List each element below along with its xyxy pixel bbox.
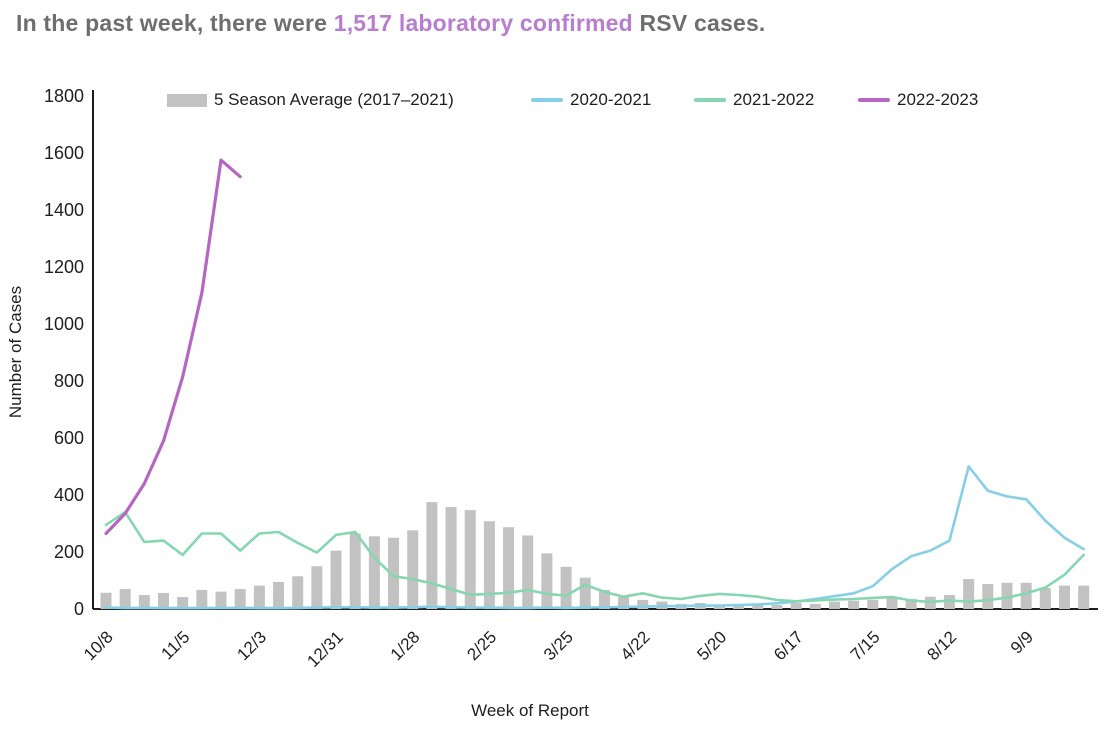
average-bar [637,599,649,609]
average-bar [1020,582,1032,609]
legend-item-5-season-average[interactable]: 5 Season Average (2017–2021) [167,90,454,110]
average-bar [1078,585,1090,609]
average-bar [464,510,476,609]
y-tick-label: 0 [74,599,84,619]
average-bar [886,597,898,609]
page-title: In the past week, there were 1,517 labor… [16,10,766,37]
y-tick-label: 1000 [44,314,84,334]
legend-item-2022-2023[interactable]: 2022-2023 [858,90,978,110]
average-bar [982,583,994,609]
average-bar [1001,582,1013,609]
legend-label: 2020-2021 [570,90,652,109]
y-tick-label: 600 [54,428,84,448]
chart-legend: 5 Season Average (2017–2021) 2020-2021 2… [0,90,1106,116]
y-tick-label: 800 [54,371,84,391]
average-bar [848,600,860,609]
average-bar [330,550,342,609]
average-bar [407,530,419,609]
x-tick-label: 2/25 [463,627,500,664]
average-bar [867,599,879,609]
x-tick-label: 4/22 [617,627,654,664]
title-highlight: 1,517 laboratory confirmed [333,10,633,36]
bar-series-5-season-average [100,502,1090,609]
y-tick-label: 1800 [44,86,84,106]
average-bar [426,502,438,609]
x-tick-label: 12/31 [303,627,347,671]
average-bar [100,592,112,609]
average-bar [963,579,975,609]
average-bar [1059,585,1070,609]
legend-swatch-bar-icon [167,93,207,107]
average-bar [503,527,515,609]
x-tick-label: 8/12 [923,627,960,664]
average-bar [905,599,917,609]
average-bar [158,593,170,609]
average-bar [138,595,150,609]
average-bar [522,535,534,609]
x-tick-label: 5/20 [693,627,730,664]
line-series-2022-2023 [104,158,242,536]
axes [92,90,1098,610]
average-bar [311,566,323,609]
average-bar [483,521,495,609]
average-bar [618,597,630,609]
average-bar [790,603,802,609]
average-bar [752,604,764,609]
x-tick-label: 9/9 [1007,627,1037,657]
y-axis-ticks: 0 200 400 600 800 1000 1200 1400 1600 1800 [44,86,84,619]
x-axis-ticks: 10/8 11/5 12/3 12/31 1/28 2/25 3/25 4/22 5/20 6/1… [80,627,1037,671]
title-suffix: RSV cases. [632,10,766,36]
legend-label: 2021-2022 [733,90,815,109]
x-tick-label: 7/15 [847,627,884,664]
line-series-2021-2022 [104,510,1085,604]
average-bar [292,576,304,609]
x-tick-label: 12/3 [233,627,270,664]
x-axis-title: Week of Report [471,701,589,720]
x-tick-label: 6/17 [770,627,807,664]
average-bar [215,591,227,609]
y-tick-label: 1200 [44,257,84,277]
legend-swatch-line-icon [694,98,726,102]
average-bar [119,589,131,609]
average-bar [771,605,783,609]
legend-item-2020-2021[interactable]: 2020-2021 [531,90,651,110]
legend-swatch-line-icon [858,98,890,102]
x-tick-label: 3/25 [540,627,577,664]
average-bar [234,589,246,609]
line-series-2020-2021 [104,465,1085,610]
y-tick-label: 200 [54,542,84,562]
y-tick-label: 1400 [44,200,84,220]
title-prefix: In the past week, there were [16,10,334,36]
average-bar [560,566,572,609]
average-bar [598,589,610,609]
legend-label: 5 Season Average (2017–2021) [214,90,454,109]
legend-item-2021-2022[interactable]: 2021-2022 [694,90,814,110]
x-tick-label: 11/5 [158,627,194,663]
average-bar [196,589,208,609]
average-bar [809,603,821,609]
legend-label: 2022-2023 [897,90,979,109]
average-bar [388,537,400,609]
x-tick-label: 1/28 [387,627,424,664]
average-bar [177,597,189,609]
average-bar [713,605,725,609]
average-bar [368,536,380,609]
average-bar [253,585,265,609]
y-tick-label: 400 [54,485,84,505]
average-bar [1039,587,1051,609]
average-bar [349,533,361,609]
average-bar [541,553,553,609]
average-bar [579,577,591,609]
legend-swatch-line-icon [531,98,563,102]
average-bar [733,605,745,609]
average-bar [943,595,955,609]
average-bar [445,506,457,609]
x-tick-label: 10/8 [80,627,117,664]
y-tick-label: 1600 [44,143,84,163]
average-bar [273,581,285,609]
average-bar [828,601,840,609]
